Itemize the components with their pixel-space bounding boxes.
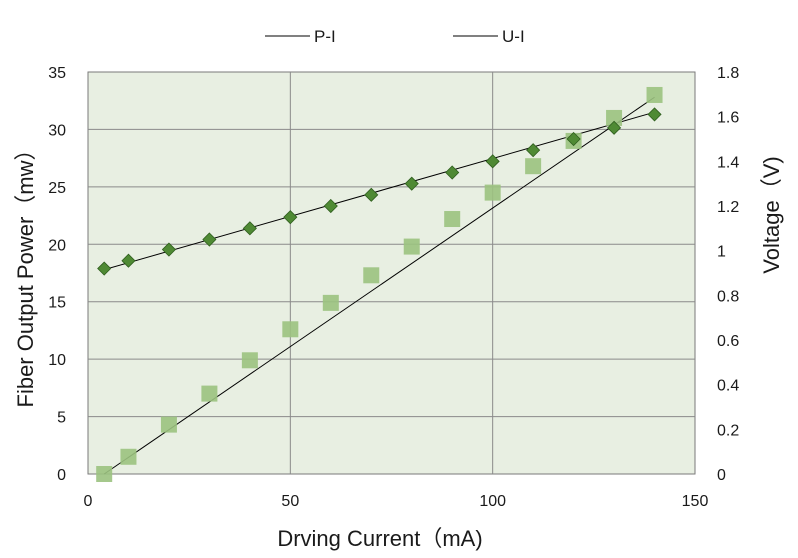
legend-label-pi: P-I [314, 27, 336, 46]
y-right-tick-label: 0.6 [717, 333, 739, 350]
y-right-tick-label: 1 [717, 244, 726, 261]
point-pi [646, 86, 663, 103]
trendline-pi [103, 96, 655, 475]
point-ui [485, 154, 500, 169]
point-pi [322, 294, 339, 311]
point-pi [201, 385, 218, 402]
point-ui [283, 210, 298, 225]
y-left-tick-label: 30 [48, 122, 66, 139]
y-right-tick-label: 0.4 [717, 378, 739, 395]
point-ui [121, 253, 136, 268]
y-right-tick-label: 0.8 [717, 288, 739, 305]
x-axis-ticks: 0 50 100 150 [84, 493, 709, 510]
point-pi [282, 321, 299, 338]
y-left-tick-label: 0 [57, 467, 66, 484]
point-ui [445, 165, 460, 180]
trendline-ui [104, 111, 655, 271]
y-right-tick-label: 1.6 [717, 110, 739, 127]
y-left-axis-title: Fiber Output Power（mw） [13, 139, 38, 408]
y-left-axis-ticks: 0 5 10 15 20 25 30 35 [48, 65, 66, 484]
x-tick-label: 150 [682, 493, 709, 510]
point-ui [647, 107, 662, 122]
y-right-axis-ticks: 0 0.2 0.4 0.6 0.8 1 1.2 1.4 1.6 1.8 [717, 65, 739, 484]
x-tick-label: 0 [84, 493, 93, 510]
point-ui [607, 120, 622, 135]
point-pi [363, 267, 380, 284]
y-right-tick-label: 0.2 [717, 422, 739, 439]
point-ui [526, 143, 541, 158]
point-ui [242, 221, 257, 236]
y-right-axis-title: Voltage（V) [759, 156, 784, 273]
data-points [96, 86, 663, 482]
point-pi [606, 109, 623, 126]
point-pi [403, 238, 420, 255]
x-axis-title: Drving Current（mA) [277, 526, 482, 551]
y-right-tick-label: 1.2 [717, 199, 739, 216]
point-ui [364, 187, 379, 202]
point-pi [484, 184, 501, 201]
point-ui [202, 232, 217, 247]
point-ui [323, 198, 338, 214]
point-pi [241, 352, 258, 369]
y-right-tick-label: 0 [717, 467, 726, 484]
point-pi [444, 211, 461, 228]
point-pi [96, 466, 113, 482]
trendlines [103, 96, 655, 475]
legend: P-I U-I [265, 27, 525, 46]
y-left-tick-label: 5 [57, 410, 66, 427]
point-ui [161, 242, 176, 257]
point-pi [120, 448, 137, 465]
point-ui [97, 261, 112, 276]
x-tick-label: 50 [281, 493, 299, 510]
y-right-tick-label: 1.8 [717, 65, 739, 82]
point-pi [160, 416, 177, 433]
y-right-tick-label: 1.4 [717, 154, 739, 171]
y-left-tick-label: 25 [48, 180, 66, 197]
y-left-tick-label: 10 [48, 352, 66, 369]
x-tick-label: 100 [479, 493, 506, 510]
y-left-tick-label: 20 [48, 237, 66, 254]
legend-label-ui: U-I [502, 27, 525, 46]
y-left-tick-label: 35 [48, 65, 66, 82]
y-left-tick-label: 15 [48, 295, 66, 312]
point-pi [525, 158, 542, 175]
point-ui [404, 176, 419, 191]
point-ui [566, 131, 581, 147]
